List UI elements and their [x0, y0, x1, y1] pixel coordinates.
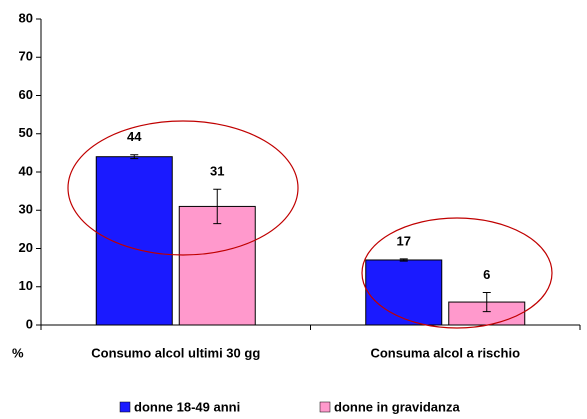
data-label: 6: [483, 267, 490, 282]
x-tick-label: Consumo alcol ultimi 30 gg: [91, 345, 260, 360]
y-axis-label: %: [12, 345, 24, 360]
y-tick-label: 50: [19, 125, 33, 140]
y-tick-label: 80: [19, 10, 33, 25]
error-bar: [482, 291, 491, 313]
data-label: 44: [127, 129, 142, 144]
error-bar: [213, 188, 222, 225]
y-tick-label: 60: [19, 87, 33, 102]
y-tick-label: 70: [19, 49, 33, 64]
data-label: 31: [210, 164, 224, 179]
error-bar: [399, 258, 408, 262]
legend-swatch: [119, 401, 131, 413]
bar: [95, 156, 173, 326]
y-tick-label: 40: [19, 163, 33, 178]
bar: [178, 205, 256, 326]
legend-swatch: [319, 401, 331, 413]
x-tick-label: Consuma alcol a rischio: [370, 345, 520, 360]
legend-label: donne 18-49 anni: [134, 399, 240, 414]
annotation-ellipse: [361, 217, 553, 329]
bar: [365, 259, 443, 326]
y-tick-label: 30: [19, 202, 33, 217]
y-tick-label: 10: [19, 278, 33, 293]
y-tick-label: 20: [19, 240, 33, 255]
legend-label: donne in gravidanza: [334, 399, 460, 414]
error-bar: [130, 154, 139, 160]
y-tick-label: 0: [26, 316, 33, 331]
data-label: 17: [397, 233, 411, 248]
annotation-ellipse: [67, 120, 299, 256]
